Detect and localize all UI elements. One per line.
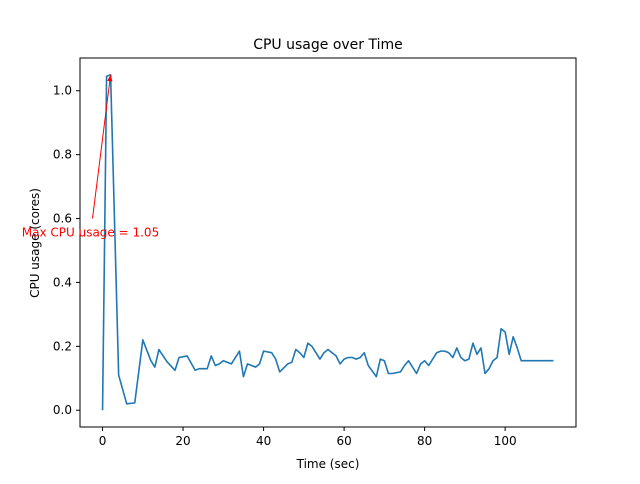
y-axis-label: CPU usage (cores)	[28, 188, 42, 298]
annotation-arrow-line	[91, 74, 112, 219]
x-tick-label: 0	[99, 434, 107, 448]
x-axis-label: Time (sec)	[296, 457, 360, 471]
y-tick-label: 0.6	[53, 212, 72, 226]
chart-title: CPU usage over Time	[253, 37, 403, 53]
y-tick-label: 1.0	[53, 84, 72, 98]
y-tick-label: 0.8	[53, 148, 72, 162]
series-line-0	[101, 73, 554, 411]
annotation-arrow-head	[107, 74, 113, 82]
max-cpu-annotation: Max CPU usage = 1.05	[22, 226, 159, 240]
x-tick-label: 100	[494, 434, 517, 448]
x-tick-label: 80	[417, 434, 432, 448]
axes-frame	[79, 57, 577, 428]
x-tick-label: 40	[256, 434, 271, 448]
x-axis: 0 20 40 60 80 100	[99, 427, 517, 448]
x-tick-label: 60	[336, 434, 351, 448]
y-tick-label: 0.0	[53, 403, 72, 417]
y-tick-label: 0.2	[53, 339, 72, 353]
y-tick-label: 0.4	[53, 275, 72, 289]
x-tick-label: 20	[175, 434, 190, 448]
y-axis: 0.0 0.2 0.4 0.6 0.8 1.0	[53, 84, 80, 417]
